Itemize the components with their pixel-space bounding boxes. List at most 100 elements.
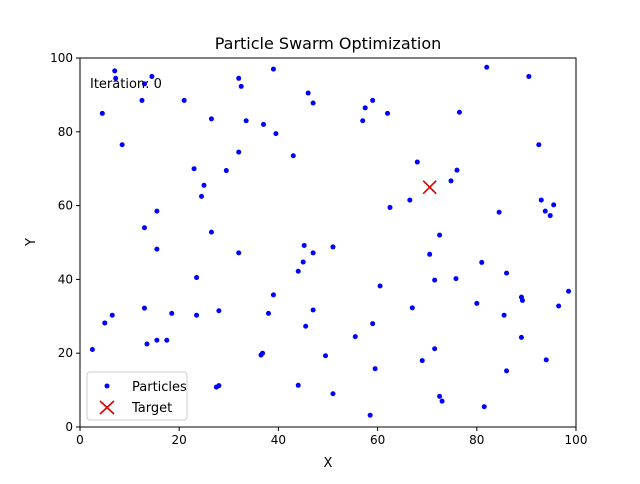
particle-point: [261, 121, 267, 127]
particle-point: [139, 97, 145, 103]
particle-point: [270, 292, 276, 298]
particle-point: [194, 275, 200, 281]
particle-point: [542, 208, 548, 214]
legend-particles-label: Particles: [132, 380, 187, 395]
chart-title: Particle Swarm Optimization: [215, 34, 442, 53]
particle-point: [310, 307, 316, 313]
particle-point: [419, 358, 425, 364]
particle-point: [454, 167, 460, 173]
particle-point: [112, 68, 118, 74]
particle-point: [141, 305, 147, 311]
particle-point: [303, 323, 309, 329]
particle-point: [448, 178, 454, 184]
particle-point: [519, 297, 525, 303]
particle-point: [201, 182, 207, 188]
particle-point: [99, 110, 105, 116]
y-tick-label: 80: [58, 125, 73, 139]
particle-point: [409, 305, 415, 311]
particle-point: [432, 277, 438, 283]
particle-point: [270, 66, 276, 72]
particles-layer: [89, 64, 572, 418]
particle-point: [360, 118, 366, 124]
plot-area-frame: [79, 57, 577, 428]
particle-point: [141, 81, 147, 87]
x-tick-label: 40: [271, 433, 286, 447]
particle-point: [119, 142, 125, 148]
particle-point: [113, 75, 119, 81]
particle-point: [543, 357, 549, 363]
particle-point: [526, 73, 532, 79]
particle-point: [453, 276, 459, 282]
particle-point: [295, 268, 301, 274]
particle-point: [305, 90, 311, 96]
particle-point: [385, 110, 391, 116]
particle-point: [414, 159, 420, 165]
particle-point: [260, 350, 266, 356]
legend-target-label: Target: [131, 401, 172, 416]
x-tick-label: 60: [370, 433, 385, 447]
particle-point: [208, 229, 214, 235]
particle-point: [295, 382, 301, 388]
particle-point: [407, 197, 413, 203]
particle-point: [496, 209, 502, 215]
particle-point: [501, 312, 507, 318]
particle-point: [154, 337, 160, 343]
legend-particles-marker: [104, 383, 110, 389]
x-axis-ticks: 0 20 40 60 80 100: [76, 427, 587, 447]
particle-point: [243, 118, 249, 124]
particle-point: [223, 168, 229, 174]
particle-point: [236, 149, 242, 155]
particle-point: [479, 259, 485, 265]
particle-point: [370, 97, 376, 103]
particle-point: [191, 166, 197, 172]
target-point: [422, 180, 437, 195]
particle-point: [504, 270, 510, 276]
legend-box: [86, 371, 188, 421]
particle-point: [370, 321, 376, 327]
particle-point: [310, 250, 316, 256]
particle-point: [536, 142, 542, 148]
particle-point: [547, 213, 553, 219]
particle-point: [109, 312, 115, 318]
particle-point: [484, 64, 490, 70]
legend: Particles Target: [86, 371, 188, 421]
particle-point: [377, 283, 383, 289]
x-tick-label: 100: [565, 433, 588, 447]
particle-point: [551, 202, 557, 208]
x-tick-label: 80: [469, 433, 484, 447]
particle-point: [290, 153, 296, 159]
x-axis-label: X: [324, 456, 333, 471]
y-axis-label: Y: [24, 238, 39, 247]
particle-point: [372, 366, 378, 372]
x-tick-label: 20: [172, 433, 187, 447]
particle-point: [323, 353, 329, 359]
particle-point: [208, 116, 214, 122]
particle-point: [301, 242, 307, 248]
particle-point: [367, 412, 373, 418]
particle-point: [437, 232, 443, 238]
particle-point: [474, 300, 480, 306]
particle-point: [432, 346, 438, 352]
particle-point: [199, 193, 205, 199]
particle-point: [141, 225, 147, 231]
particle-point: [236, 75, 242, 81]
particle-point: [387, 204, 393, 210]
particle-point: [362, 105, 368, 111]
y-tick-label: 60: [58, 199, 73, 213]
y-tick-label: 20: [58, 346, 73, 360]
particle-point: [154, 208, 160, 214]
particle-point: [310, 100, 316, 106]
particle-point: [144, 341, 150, 347]
particle-point: [556, 303, 562, 309]
particle-point: [330, 391, 336, 397]
particle-point: [216, 383, 222, 389]
particle-point: [216, 308, 222, 314]
particle-point: [518, 334, 524, 340]
particle-point: [538, 197, 544, 203]
particle-point: [566, 288, 572, 294]
target-layer: [422, 180, 437, 195]
iteration-annotation: Iteration: 0: [90, 77, 162, 92]
particle-point: [164, 337, 170, 343]
particle-point: [481, 404, 487, 410]
